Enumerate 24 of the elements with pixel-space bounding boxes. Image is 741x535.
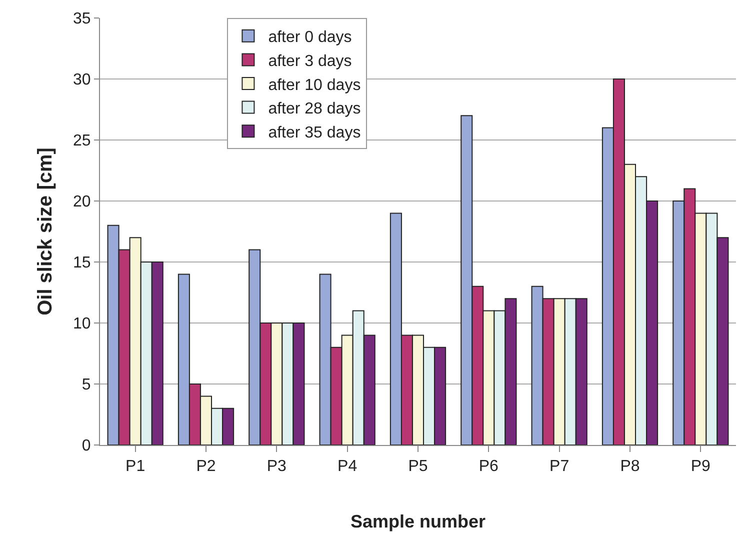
x-axis-title: Sample number bbox=[350, 511, 486, 532]
x-tick-label: P1 bbox=[126, 458, 146, 476]
legend-label: after 0 days bbox=[268, 29, 352, 46]
y-tick-label: 30 bbox=[73, 72, 91, 89]
legend-label: after 35 days bbox=[268, 124, 361, 142]
x-tick-label: P7 bbox=[550, 458, 570, 476]
y-tick-label: 5 bbox=[82, 376, 91, 394]
y-tick-label: 10 bbox=[73, 316, 91, 333]
y-tick-label: 20 bbox=[73, 194, 91, 211]
x-tick-label: P9 bbox=[690, 458, 711, 476]
x-tick-label: P8 bbox=[620, 458, 640, 476]
legend-label: after 28 days bbox=[268, 100, 361, 118]
y-tick-label: 0 bbox=[82, 438, 91, 455]
x-tick-label: P6 bbox=[478, 458, 499, 476]
y-axis-title: Oil slick size [cm] bbox=[34, 148, 57, 316]
x-tick-label: P5 bbox=[408, 458, 428, 476]
legend-label: after 3 days bbox=[268, 52, 352, 70]
y-tick-label: 35 bbox=[73, 10, 91, 28]
x-tick-label: P4 bbox=[338, 458, 358, 476]
y-tick-label: 25 bbox=[73, 132, 91, 150]
x-tick-label: P3 bbox=[266, 458, 287, 476]
x-tick-label: P2 bbox=[196, 458, 216, 476]
legend-label: after 10 days bbox=[268, 76, 361, 94]
y-tick-label: 15 bbox=[73, 254, 91, 272]
